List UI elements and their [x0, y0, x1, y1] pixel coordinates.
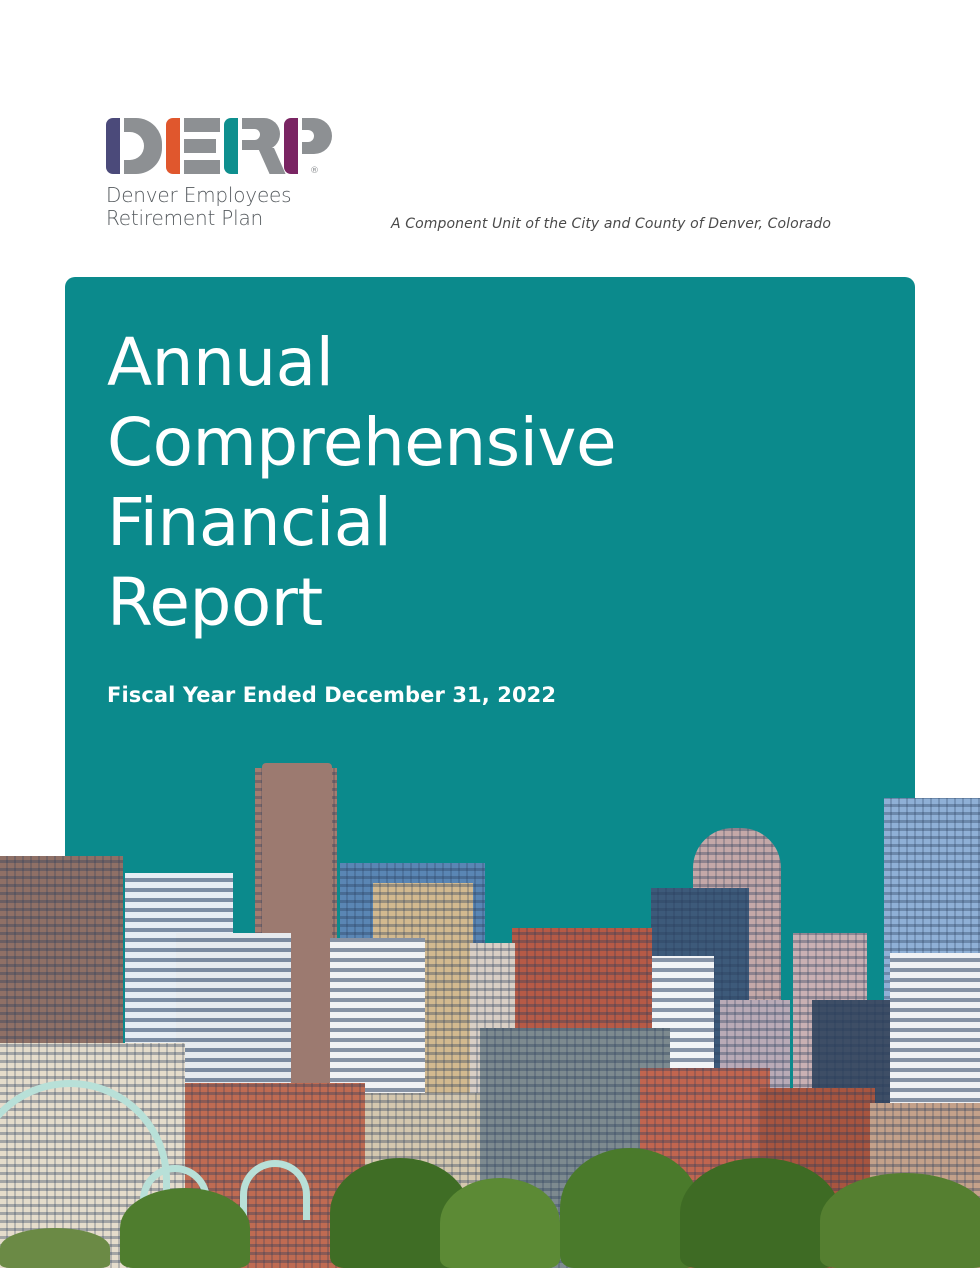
title-line-4: Report	[107, 564, 323, 641]
component-unit-tagline: A Component Unit of the City and County …	[391, 216, 832, 232]
tree	[820, 1173, 980, 1268]
derp-logo-mark: ®	[106, 118, 336, 178]
title-line-2: Comprehensive	[107, 404, 617, 481]
city-skyline-photo	[0, 760, 980, 1268]
derp-logo: ® Denver Employees Retirement Plan	[106, 118, 336, 230]
tree	[560, 1148, 700, 1268]
logo-wordmark: Denver Employees Retirement Plan	[106, 184, 336, 230]
report-title: Annual Comprehensive Financial Report	[107, 323, 617, 643]
logo-letter-r	[224, 118, 286, 174]
logo-letter-p	[284, 118, 332, 174]
title-line-1: Annual	[107, 324, 334, 401]
logo-name-line1: Denver Employees	[106, 183, 292, 207]
tree	[680, 1158, 840, 1268]
pedestrian-bridge-arch	[240, 1160, 310, 1220]
tree	[0, 1228, 110, 1268]
registered-mark: ®	[310, 166, 319, 176]
logo-letter-e	[166, 118, 220, 174]
fiscal-year-subtitle: Fiscal Year Ended December 31, 2022	[107, 683, 557, 707]
title-line-3: Financial	[107, 484, 392, 561]
tree	[440, 1178, 560, 1268]
logo-letter-d	[106, 118, 162, 174]
logo-name-line2: Retirement Plan	[106, 206, 264, 230]
tree	[120, 1188, 250, 1268]
